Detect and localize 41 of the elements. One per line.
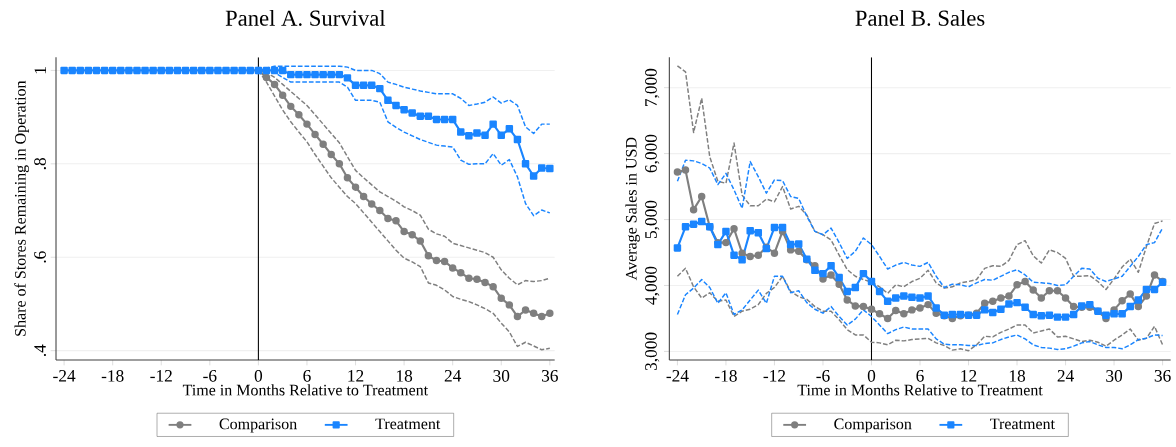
y-tick-label: .8: [34, 157, 46, 170]
legend-label: Treatment: [990, 418, 1055, 430]
y-axis-title: Average Sales in USD: [625, 137, 640, 281]
x-axis-title: Time in Months Relative to Treatment: [182, 384, 429, 396]
y-tick-label: 5,000: [645, 200, 660, 239]
x-tick-label: -12: [150, 370, 172, 382]
legend-label: Treatment: [375, 418, 441, 430]
x-axis-title: Time in Months Relative to Treatment: [797, 384, 1043, 396]
y-tick-label: 3,000: [645, 332, 660, 371]
x-tick-label: -12: [763, 370, 786, 382]
y-tick-label: .4: [34, 344, 46, 357]
x-tick-label: 6: [916, 370, 924, 382]
x-tick-label: 12: [348, 370, 364, 382]
y-tick-label: 1: [34, 67, 46, 74]
y-tick-label: 4,000: [645, 266, 660, 305]
x-tick-label: 24: [1057, 370, 1074, 382]
x-tick-label: -24: [666, 370, 689, 382]
x-tick-label: 36: [1154, 370, 1171, 382]
x-tick-label: -6: [816, 370, 830, 382]
x-tick-label: -24: [53, 370, 76, 382]
x-tick-label: 0: [867, 370, 876, 382]
x-tick-label: 0: [254, 370, 263, 382]
x-tick-label: 18: [396, 370, 413, 382]
x-tick-label: 30: [1106, 370, 1123, 382]
x-tick-label: 24: [444, 370, 462, 382]
legend-label: Comparison: [834, 418, 912, 433]
x-tick-label: -6: [203, 370, 217, 382]
x-tick-label: 36: [541, 370, 558, 382]
x-tick-label: 12: [961, 370, 977, 382]
x-tick-label: 6: [303, 370, 311, 382]
y-tick-label: .6: [34, 251, 46, 263]
x-tick-label: 18: [1009, 370, 1026, 382]
x-tick-label: -18: [101, 370, 124, 382]
chart-title: Panel B. Sales: [855, 9, 985, 26]
y-tick-label: 7,000: [645, 68, 660, 107]
x-tick-label: -18: [715, 370, 737, 382]
legend-label: Comparison: [219, 418, 297, 433]
y-axis-title: Share of Stores Remaining in Operation: [14, 80, 30, 336]
x-tick-label: 30: [493, 370, 510, 382]
chart-title: Panel A. Survival: [225, 9, 386, 26]
y-tick-label: 6,000: [645, 134, 660, 173]
